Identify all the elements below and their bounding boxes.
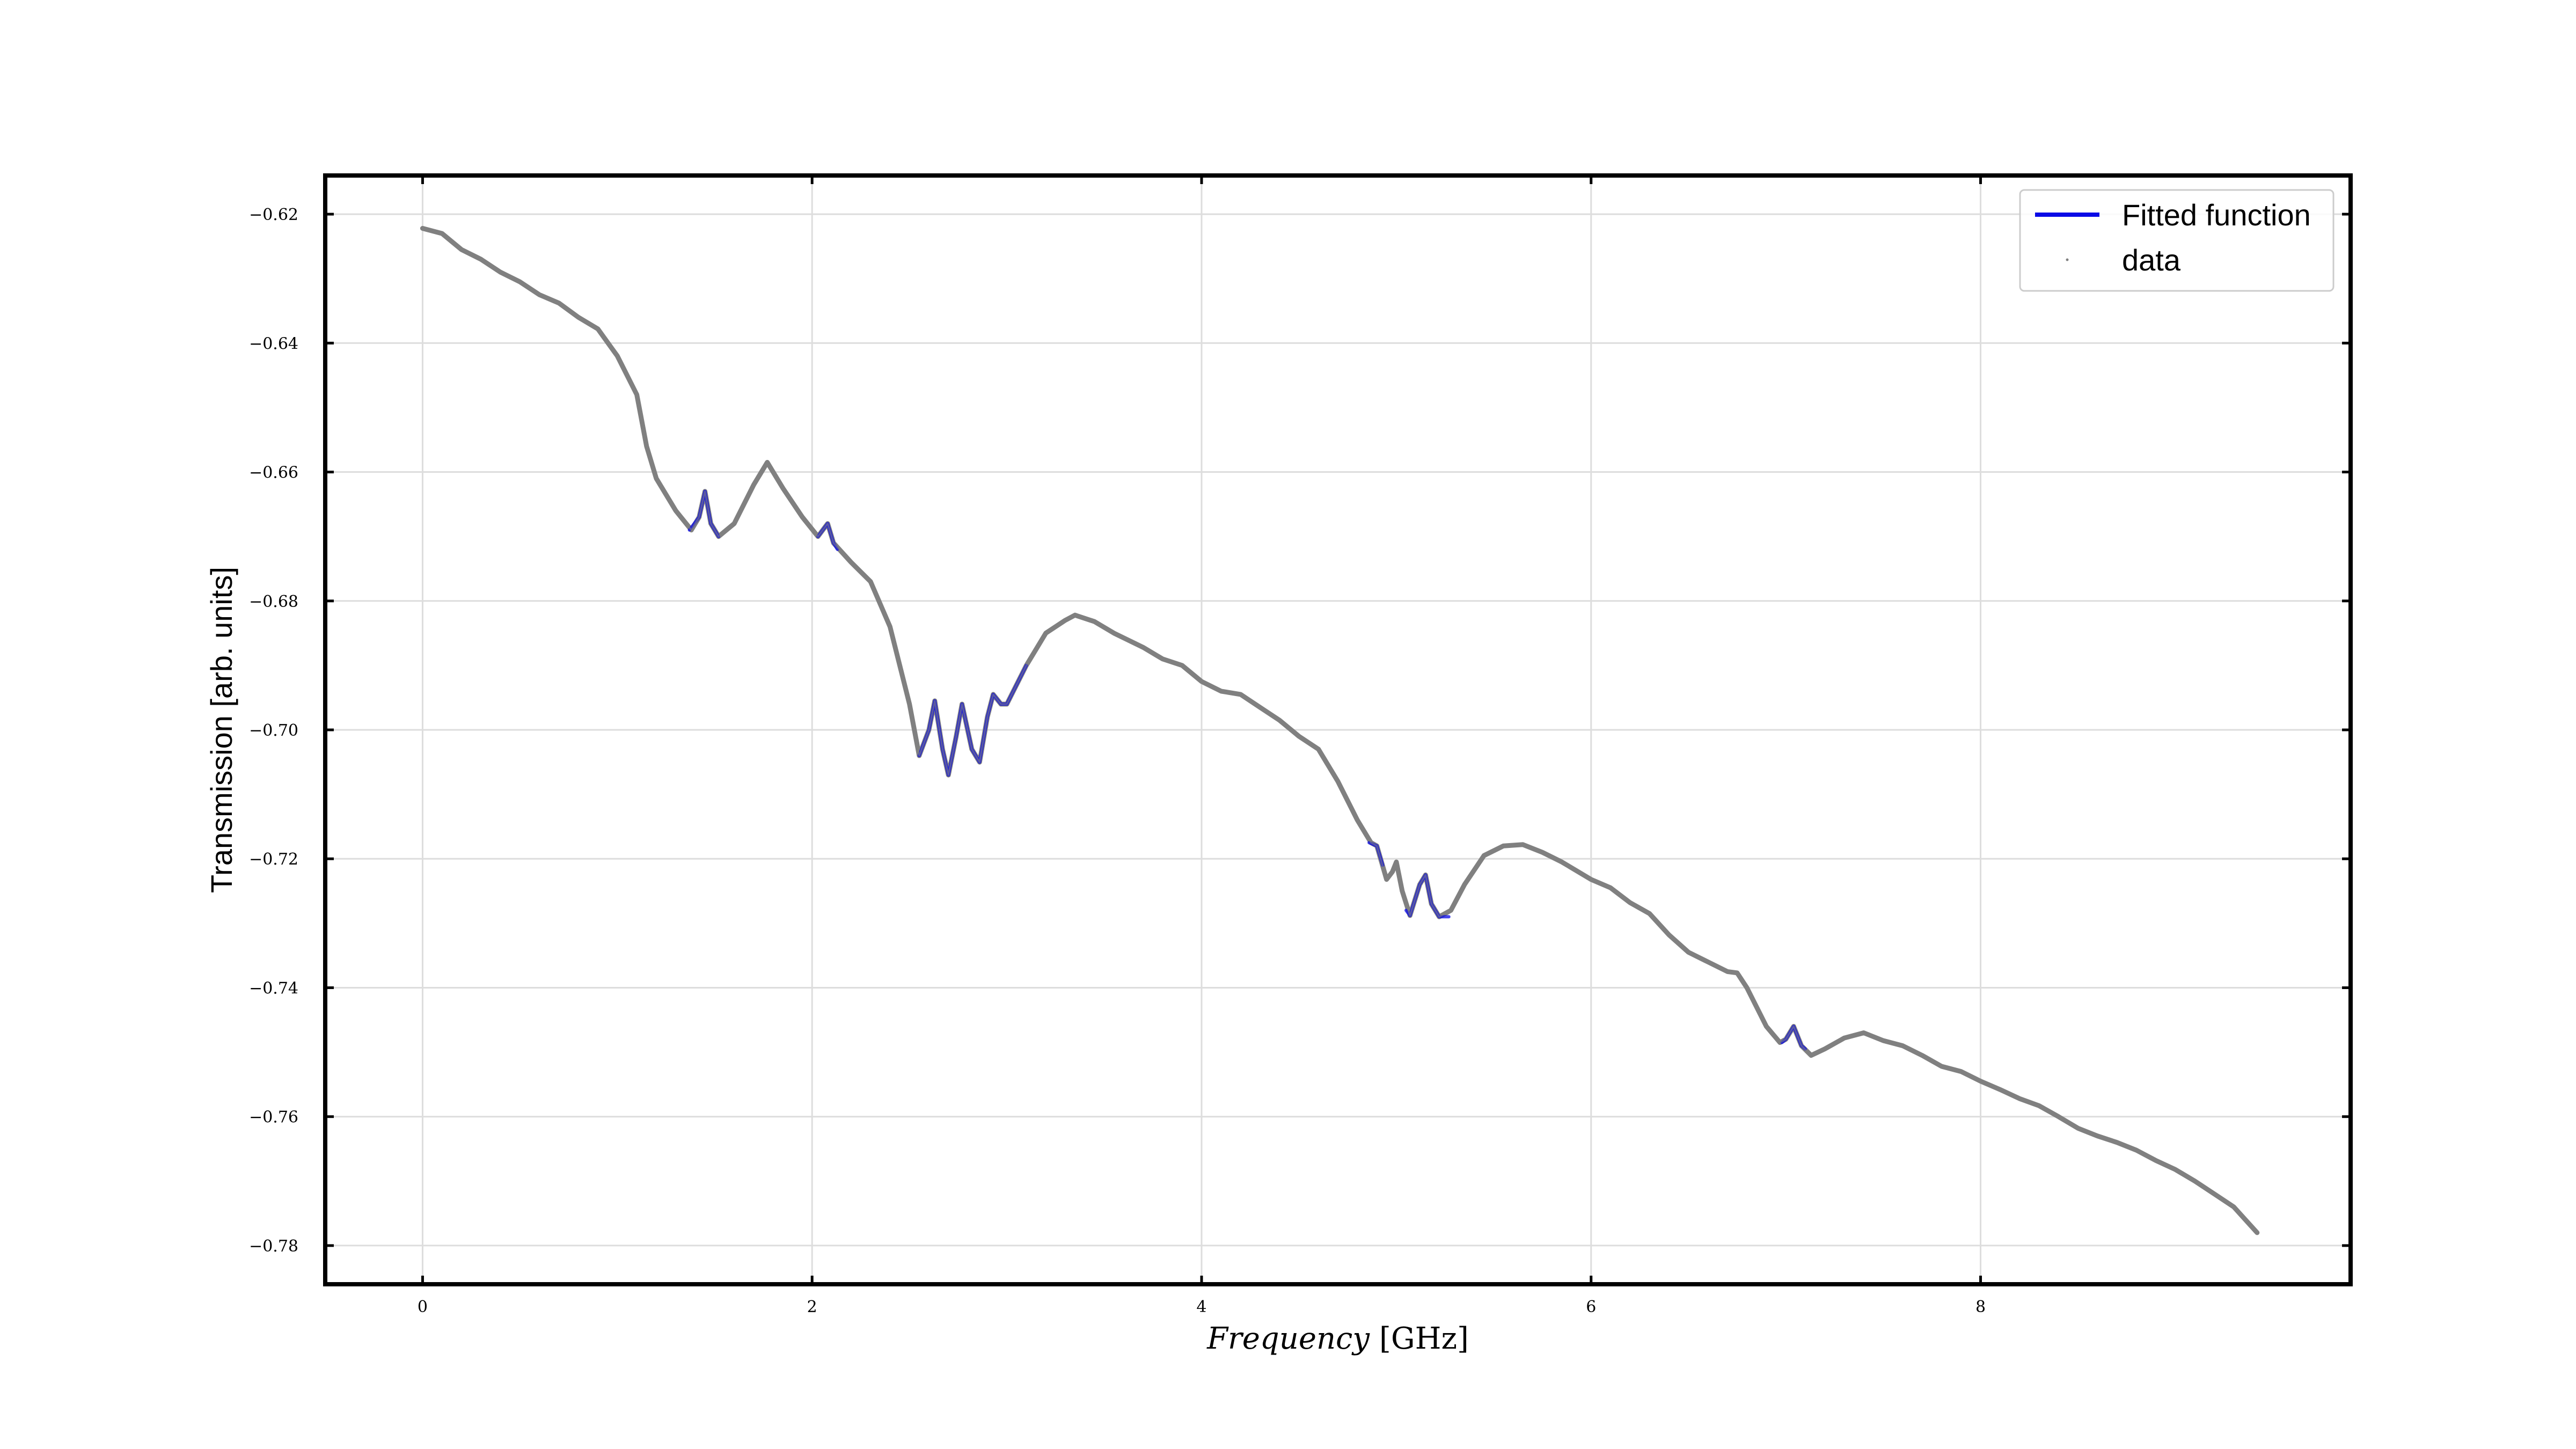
y-tick-label: −0.72 [249, 850, 298, 869]
x-tick-label: 2 [807, 1298, 817, 1316]
y-tick-label: −0.64 [249, 334, 298, 353]
y-axis-label: Transmission [arb. units] [204, 567, 238, 893]
x-axis-label: Frequency [GHz] [1206, 1321, 1469, 1356]
legend: Fitted function data [2019, 189, 2334, 292]
legend-label-fitted: Fitted function [2122, 198, 2311, 232]
y-tick-label: −0.62 [249, 206, 298, 224]
x-tick-label: 4 [1196, 1298, 1206, 1316]
legend-label-data: data [2122, 243, 2181, 277]
x-axis-label-name: Frequency [1206, 1321, 1370, 1356]
x-tick-label: 6 [1586, 1298, 1596, 1316]
x-tick-label: 0 [418, 1298, 428, 1316]
y-tick-label: −0.78 [249, 1237, 298, 1256]
legend-data-dot-swatch [2066, 258, 2069, 261]
y-tick-label: −0.66 [249, 464, 298, 482]
data-series-overlay [422, 228, 2258, 1233]
x-axis-label-unit: [GHz] [1379, 1321, 1469, 1356]
x-tick-label: 8 [1975, 1298, 1986, 1316]
grid [325, 175, 2351, 1284]
y-tick-label: −0.68 [249, 592, 298, 611]
y-tick-label: −0.70 [249, 721, 298, 740]
fitted-function-segment [917, 663, 1028, 777]
y-tick-label: −0.74 [249, 979, 298, 998]
y-tick-label: −0.76 [249, 1108, 298, 1127]
fitted-series [422, 228, 2258, 1233]
axis-ticks: 0 2 4 6 8 −0.62 −0.64 −0.66 −0.68 −0.70 −0.72 −0.74… [249, 175, 2351, 1316]
